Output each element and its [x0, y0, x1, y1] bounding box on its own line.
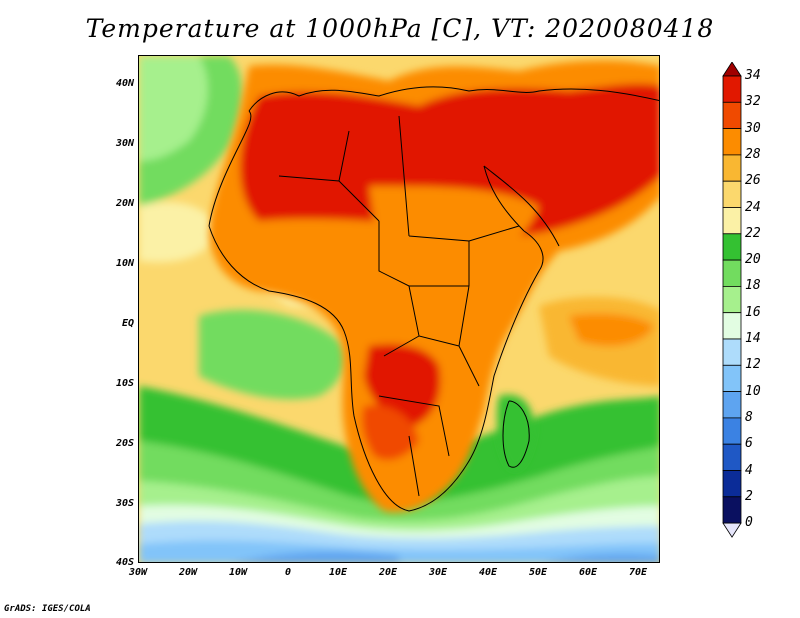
colorbar-level-label: 22	[745, 225, 761, 241]
colorbar-swatch	[722, 417, 742, 445]
longitude-label: 30E	[428, 567, 448, 578]
colorbar-swatch	[722, 233, 742, 261]
longitude-label: 50E	[528, 567, 548, 578]
longitude-label: 10E	[328, 567, 348, 578]
colorbar	[722, 62, 742, 538]
longitude-label: 0	[284, 567, 292, 578]
colorbar-swatch	[722, 62, 742, 77]
colorbar-level-label: 8	[745, 409, 753, 425]
longitude-label: 10W	[228, 567, 248, 578]
colorbar-level-label: 4	[745, 462, 753, 478]
colorbar-level-label: 26	[745, 173, 761, 189]
colorbar-swatch	[722, 75, 742, 103]
latitude-label: 30N	[115, 138, 134, 149]
latitude-label: EQ	[121, 318, 134, 329]
colorbar-level-label: 14	[745, 331, 761, 346]
longitude-label: 20E	[378, 567, 398, 578]
colorbar-swatch	[722, 522, 742, 538]
colorbar-swatch	[722, 259, 742, 287]
colorbar-level-label: 32	[745, 94, 761, 110]
latitude-label: 10S	[115, 378, 134, 389]
longitude-label: 40E	[478, 567, 498, 578]
colorbar-swatch	[722, 496, 742, 524]
colorbar-level-label: 6	[745, 436, 753, 452]
latitude-label: 40S	[115, 557, 134, 568]
temperature-map	[138, 55, 660, 563]
colorbar-level-label: 20	[745, 252, 761, 268]
colorbar-swatch	[722, 101, 742, 129]
chart-title: Temperature at 1000hPa [C], VT: 20200804…	[85, 14, 715, 43]
colorbar-swatch	[722, 312, 742, 340]
colorbar-swatch	[722, 364, 742, 392]
latitude-label: 20S	[115, 438, 134, 449]
colorbar-swatch	[722, 285, 742, 314]
colorbar-swatch	[722, 470, 742, 498]
colorbar-level-label: 16	[745, 304, 761, 320]
longitude-label: 60E	[578, 567, 598, 578]
latitude-label: 10N	[115, 258, 134, 269]
colorbar-level-label: 10	[745, 383, 761, 399]
colorbar-level-label: 0	[745, 515, 753, 531]
latitude-label: 30S	[115, 498, 134, 509]
colorbar-level-label: 2	[745, 488, 753, 504]
colorbar-swatch	[722, 180, 742, 208]
colorbar-level-label: 24	[745, 199, 761, 215]
colorbar-level-label: 18	[745, 278, 761, 294]
longitude-label: 20W	[178, 567, 198, 578]
longitude-label: 70E	[628, 567, 648, 578]
colorbar-level-label: 12	[745, 357, 761, 373]
footer-credit: GrADS: IGES/COLA	[4, 604, 91, 614]
colorbar-level-label: 30	[745, 120, 761, 136]
latitude-label: 40N	[115, 78, 134, 89]
colorbar-swatch	[722, 154, 742, 182]
colorbar-swatch	[722, 391, 742, 419]
colorbar-level-label: 34	[745, 68, 761, 83]
coastline-outlines	[208, 86, 659, 512]
colorbar-swatch	[722, 207, 742, 235]
colorbar-swatch	[722, 443, 742, 471]
latitude-label: 20N	[115, 198, 134, 209]
colorbar-swatch	[722, 338, 742, 366]
longitude-label: 30W	[128, 567, 148, 578]
colorbar-level-label: 28	[745, 146, 761, 162]
colorbar-swatch	[722, 128, 742, 156]
